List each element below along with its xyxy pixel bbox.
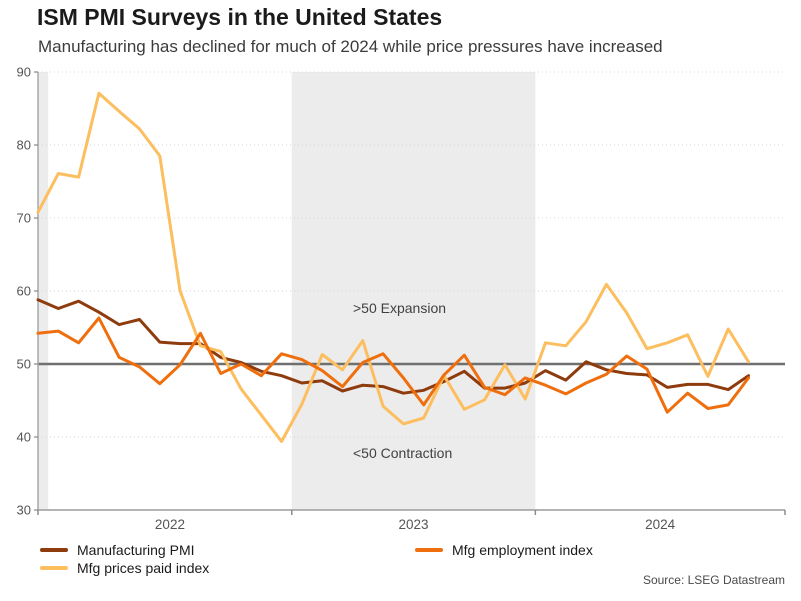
legend-item-manufacturing-pmi: Manufacturing PMI (40, 542, 195, 558)
source-attribution: Source: LSEG Datastream (642, 573, 785, 587)
shaded-band-2021 (38, 72, 49, 510)
y-tick-label-30: 30 (17, 503, 31, 518)
y-tick-label-90: 90 (17, 65, 31, 80)
legend-item-mfg-prices-paid-index: Mfg prices paid index (40, 560, 209, 576)
y-tick-label-60: 60 (17, 284, 31, 299)
series-line-mfg-prices-paid-index (36, 91, 750, 443)
legend-swatch-mfg-employment-index (415, 548, 443, 552)
legend-item-mfg-employment-index: Mfg employment index (415, 542, 593, 558)
chart-subtitle: Manufacturing has declined for much of 2… (38, 37, 663, 56)
series-line-mfg-employment-index (36, 316, 750, 414)
expansion-annotation: >50 Expansion (353, 300, 447, 316)
legend-swatch-mfg-prices-paid-index (40, 566, 68, 570)
series-line-manufacturing-pmi (36, 298, 750, 395)
contraction-annotation: <50 Contraction (353, 445, 453, 461)
legend-swatch-manufacturing-pmi (40, 548, 68, 552)
y-tick-label-50: 50 (17, 357, 31, 372)
x-tick-label-2022: 2022 (155, 517, 185, 532)
x-tick-label-2024: 2024 (645, 517, 676, 532)
y-tick-label-80: 80 (17, 138, 31, 153)
x-tick-label-2023: 2023 (399, 517, 429, 532)
legend-label-mfg-employment-index: Mfg employment index (452, 542, 593, 558)
y-tick-label-40: 40 (17, 430, 31, 445)
legend-label-manufacturing-pmi: Manufacturing PMI (77, 542, 195, 558)
y-tick-label-70: 70 (17, 211, 31, 226)
legend-label-mfg-prices-paid-index: Mfg prices paid index (77, 560, 210, 576)
chart-title: ISM PMI Surveys in the United States (37, 4, 443, 30)
